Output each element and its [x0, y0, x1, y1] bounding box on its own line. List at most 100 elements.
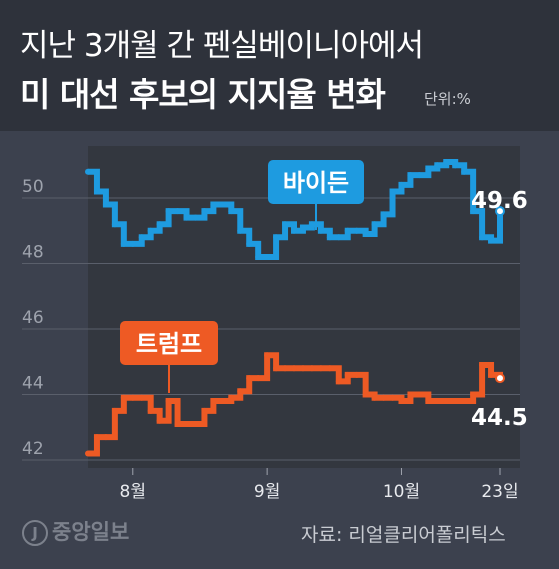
trump-data-point	[255, 375, 262, 382]
biden-data-point	[246, 240, 253, 247]
trump-data-point	[237, 388, 244, 395]
unit-label: 단위:%	[424, 90, 471, 108]
publisher-logo: J 중앙일보	[22, 516, 129, 546]
trump-data-point	[326, 365, 333, 372]
trump-data-point	[147, 407, 154, 414]
trump-data-point	[371, 394, 378, 401]
biden-data-point	[380, 211, 387, 218]
x-tick-label: 9월	[254, 482, 280, 502]
biden-data-point	[201, 208, 208, 215]
x-tick-label: 23일	[481, 482, 518, 502]
y-tick-label: 50	[22, 177, 44, 197]
biden-data-point	[147, 227, 154, 234]
biden-data-point	[102, 201, 109, 208]
trump-data-point	[425, 398, 432, 405]
biden-data-point	[479, 234, 486, 241]
biden-data-point	[282, 221, 289, 228]
biden-data-point	[237, 227, 244, 234]
biden-data-point	[416, 172, 423, 179]
biden-data-point	[344, 227, 351, 234]
biden-data-point	[461, 168, 468, 175]
biden-data-point	[299, 224, 306, 231]
trump-data-point	[111, 407, 118, 414]
header: 지난 3개월 간 펜실베이니아에서 미 대선 후보의 지지율 변화 단위:%	[0, 0, 559, 131]
trump-data-point	[317, 365, 324, 372]
biden-data-point	[111, 221, 118, 228]
y-tick-label: 46	[22, 308, 44, 328]
biden-data-point	[129, 240, 136, 247]
biden-data-point	[228, 208, 235, 215]
biden-data-point	[174, 208, 181, 215]
trump-data-point	[183, 420, 190, 427]
y-tick-label: 42	[22, 439, 44, 459]
biden-data-point	[434, 162, 441, 169]
trump-data-point	[353, 371, 360, 378]
source-text: 자료: 리얼클리어폴리틱스	[301, 524, 506, 546]
trump-data-point	[273, 365, 280, 372]
biden-data-point	[317, 227, 324, 234]
biden-data-point	[192, 214, 199, 221]
y-tick-label: 48	[22, 243, 44, 263]
biden-data-point	[389, 188, 396, 195]
trump-data-point	[129, 394, 136, 401]
biden-data-point	[398, 181, 405, 188]
x-tick-label: 10월	[383, 482, 420, 502]
trump-data-point	[219, 398, 226, 405]
trump-data-point	[479, 362, 486, 369]
biden-data-point	[362, 231, 369, 238]
trump-data-point	[165, 398, 172, 405]
trump-name-label: 트럼프	[136, 330, 202, 358]
trump-data-point	[192, 420, 199, 427]
trump-data-point	[335, 378, 342, 385]
biden-data-point	[138, 234, 145, 241]
biden-name-label: 바이든	[283, 169, 349, 197]
trump-data-point	[398, 398, 405, 405]
trump-value-label: 44.5	[471, 405, 528, 431]
biden-data-point	[255, 253, 262, 260]
trump-data-point	[299, 365, 306, 372]
trump-data-point	[362, 391, 369, 398]
trump-data-point	[246, 375, 253, 382]
trump-data-point	[210, 398, 217, 405]
trump-data-point	[282, 365, 289, 372]
trump-data-point	[228, 394, 235, 401]
trump-data-point	[138, 394, 145, 401]
trump-data-point	[461, 398, 468, 405]
trump-data-point	[443, 398, 450, 405]
trump-data-point	[93, 434, 100, 441]
publisher-logo-text: 중앙일보	[52, 520, 130, 544]
biden-data-point	[120, 240, 127, 247]
trump-data-point	[344, 371, 351, 378]
biden-data-point	[165, 208, 172, 215]
y-tick-label: 44	[22, 374, 44, 394]
biden-data-point	[264, 253, 271, 260]
trump-data-point	[85, 450, 91, 457]
title-line2: 미 대선 후보의 지지율 변화	[20, 75, 386, 114]
biden-data-point	[371, 221, 378, 228]
biden-data-point	[335, 234, 342, 241]
trump-data-point	[156, 417, 163, 424]
joongang-logo-icon: J	[22, 520, 48, 546]
trump-data-point	[201, 407, 208, 414]
biden-value-label: 49.6	[471, 188, 528, 214]
biden-data-point	[326, 234, 333, 241]
biden-data-point	[273, 234, 280, 241]
trump-data-point	[120, 394, 127, 401]
title-line1: 지난 3개월 간 펜실베이니아에서	[20, 28, 424, 64]
biden-data-point	[308, 221, 315, 228]
biden-data-point	[156, 221, 163, 228]
biden-data-point	[219, 201, 226, 208]
biden-data-point	[488, 237, 495, 244]
trump-data-point	[470, 391, 477, 398]
biden-data-point	[353, 227, 360, 234]
trump-data-point	[434, 398, 441, 405]
biden-data-point	[407, 172, 414, 179]
trump-data-point	[416, 391, 423, 398]
biden-end-marker	[495, 206, 505, 217]
trump-end-marker	[495, 373, 505, 384]
biden-data-point	[85, 168, 91, 175]
trump-data-point	[174, 420, 181, 427]
biden-data-point	[210, 201, 217, 208]
trump-data-point	[102, 434, 109, 441]
biden-data-point	[425, 165, 432, 172]
